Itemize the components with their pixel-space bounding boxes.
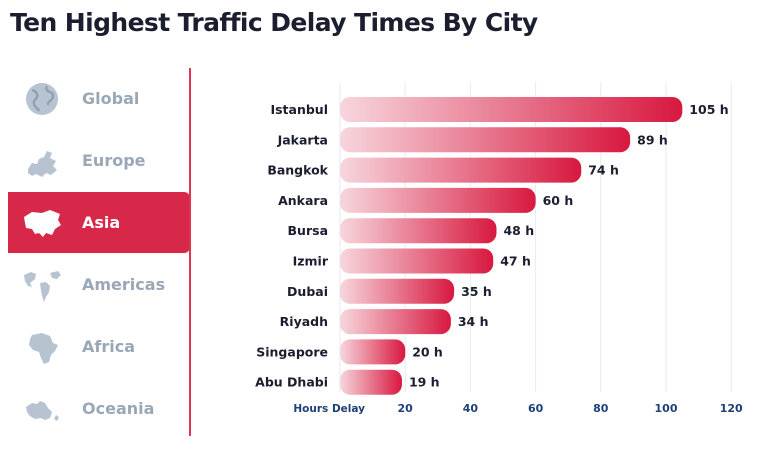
region-tab-africa[interactable]: Africa <box>8 316 190 377</box>
africa-map-icon <box>16 327 68 367</box>
bar <box>340 248 494 274</box>
value-label: 89 h <box>637 132 668 147</box>
bar <box>340 187 536 213</box>
x-tick-label: 60 <box>528 402 544 415</box>
bar <box>340 339 406 365</box>
region-tab-europe[interactable]: Europe <box>8 130 190 191</box>
value-label: 105 h <box>689 102 728 117</box>
region-label-americas: Americas <box>82 275 166 294</box>
category-label: Istanbul <box>270 102 328 117</box>
bar <box>340 97 683 122</box>
category-label: Abu Dhabi <box>255 375 328 390</box>
value-label: 35 h <box>461 284 492 299</box>
bar <box>340 278 455 304</box>
category-label: Izmir <box>293 254 329 269</box>
region-tab-oceania[interactable]: Oceania <box>8 378 190 439</box>
value-label: 47 h <box>500 254 531 269</box>
region-label-asia: Asia <box>82 213 121 232</box>
value-label: 74 h <box>588 163 619 178</box>
globe-icon <box>16 79 68 119</box>
category-label: Riyadh <box>280 314 328 329</box>
category-label: Jakarta <box>277 132 328 147</box>
x-tick-label: 120 <box>720 402 743 415</box>
bar <box>340 309 451 335</box>
chart-title: Ten Highest Traffic Delay Times By City <box>10 8 538 37</box>
x-tick-label: 80 <box>593 402 609 415</box>
bar <box>340 157 582 183</box>
category-label: Bangkok <box>267 163 328 178</box>
sidebar-divider <box>189 68 191 436</box>
value-label: 60 h <box>543 193 574 208</box>
x-tick-label: 100 <box>655 402 678 415</box>
value-label: 34 h <box>458 314 489 329</box>
delay-bar-chart: 20 40 60 80 100 120 Hours Delay Istanbul 105 h Ja… <box>255 82 743 415</box>
category-label: Ankara <box>278 193 328 208</box>
x-axis-label: Hours Delay <box>293 403 365 415</box>
category-label: Bursa <box>288 223 328 238</box>
bar <box>340 369 402 395</box>
x-tick-label: 40 <box>463 402 479 415</box>
region-tab-global[interactable]: Global <box>8 68 190 129</box>
value-label: 20 h <box>412 344 443 359</box>
x-tick-label: 20 <box>398 402 414 415</box>
region-label-europe: Europe <box>82 151 146 170</box>
category-label: Dubai <box>287 284 328 299</box>
region-label-oceania: Oceania <box>82 399 155 418</box>
region-label-africa: Africa <box>82 337 135 356</box>
region-label-global: Global <box>82 89 140 108</box>
europe-map-icon <box>16 141 68 181</box>
bar <box>340 127 631 153</box>
value-label: 19 h <box>409 375 440 390</box>
asia-map-icon <box>16 203 68 243</box>
bar <box>340 218 497 244</box>
oceania-map-icon <box>16 389 68 429</box>
category-label: Singapore <box>256 344 328 359</box>
region-sidebar: Global Europe Asia Americas Africa Ocean… <box>8 68 190 438</box>
region-tab-americas[interactable]: Americas <box>8 254 190 315</box>
region-tab-asia[interactable]: Asia <box>8 192 190 253</box>
americas-map-icon <box>16 265 68 305</box>
value-label: 48 h <box>503 223 534 238</box>
